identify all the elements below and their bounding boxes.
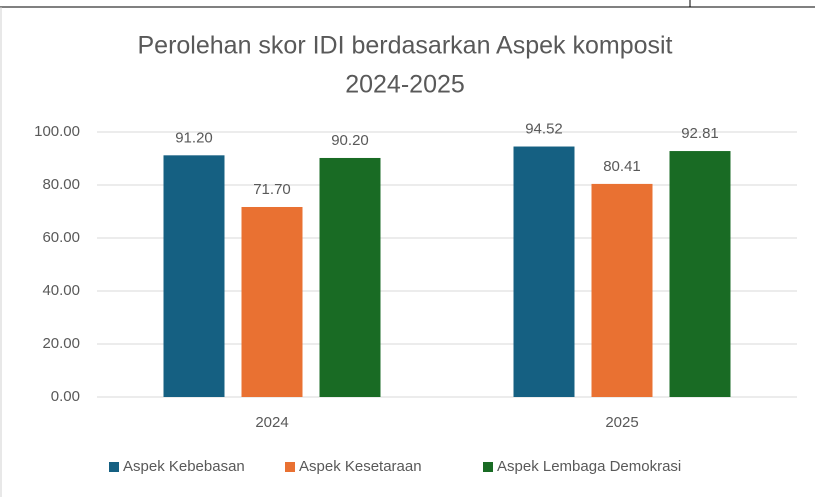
data-label: 91.20 <box>175 129 213 146</box>
legend-label: Aspek Lembaga Demokrasi <box>497 458 681 475</box>
x-tick-label: 2024 <box>255 414 288 431</box>
legend-swatch <box>109 462 119 472</box>
chart-title: 2024-2025 <box>345 71 465 99</box>
data-label: 80.41 <box>603 158 641 175</box>
bar <box>163 155 225 397</box>
legend-label: Aspek Kesetaraan <box>299 458 422 475</box>
y-tick-label: 60.00 <box>42 229 80 246</box>
bar <box>319 157 381 397</box>
y-tick-label: 80.00 <box>42 176 80 193</box>
legend-swatch <box>483 462 493 472</box>
y-tick-label: 0.00 <box>51 388 80 405</box>
bar <box>669 151 731 397</box>
x-tick-label: 2025 <box>605 414 638 431</box>
legend-label: Aspek Kebebasan <box>123 458 245 475</box>
bar <box>591 183 653 397</box>
data-label: 94.52 <box>525 120 563 137</box>
y-tick-label: 40.00 <box>42 282 80 299</box>
bar <box>241 206 303 397</box>
y-tick-label: 20.00 <box>42 335 80 352</box>
data-label: 90.20 <box>331 132 369 149</box>
y-tick-label: 100.00 <box>34 123 80 140</box>
data-label: 71.70 <box>253 181 291 198</box>
bar <box>513 146 575 397</box>
legend-swatch <box>285 462 295 472</box>
chart-title: Perolehan skor IDI berdasarkan Aspek kom… <box>138 32 673 60</box>
data-label: 92.81 <box>681 125 719 142</box>
